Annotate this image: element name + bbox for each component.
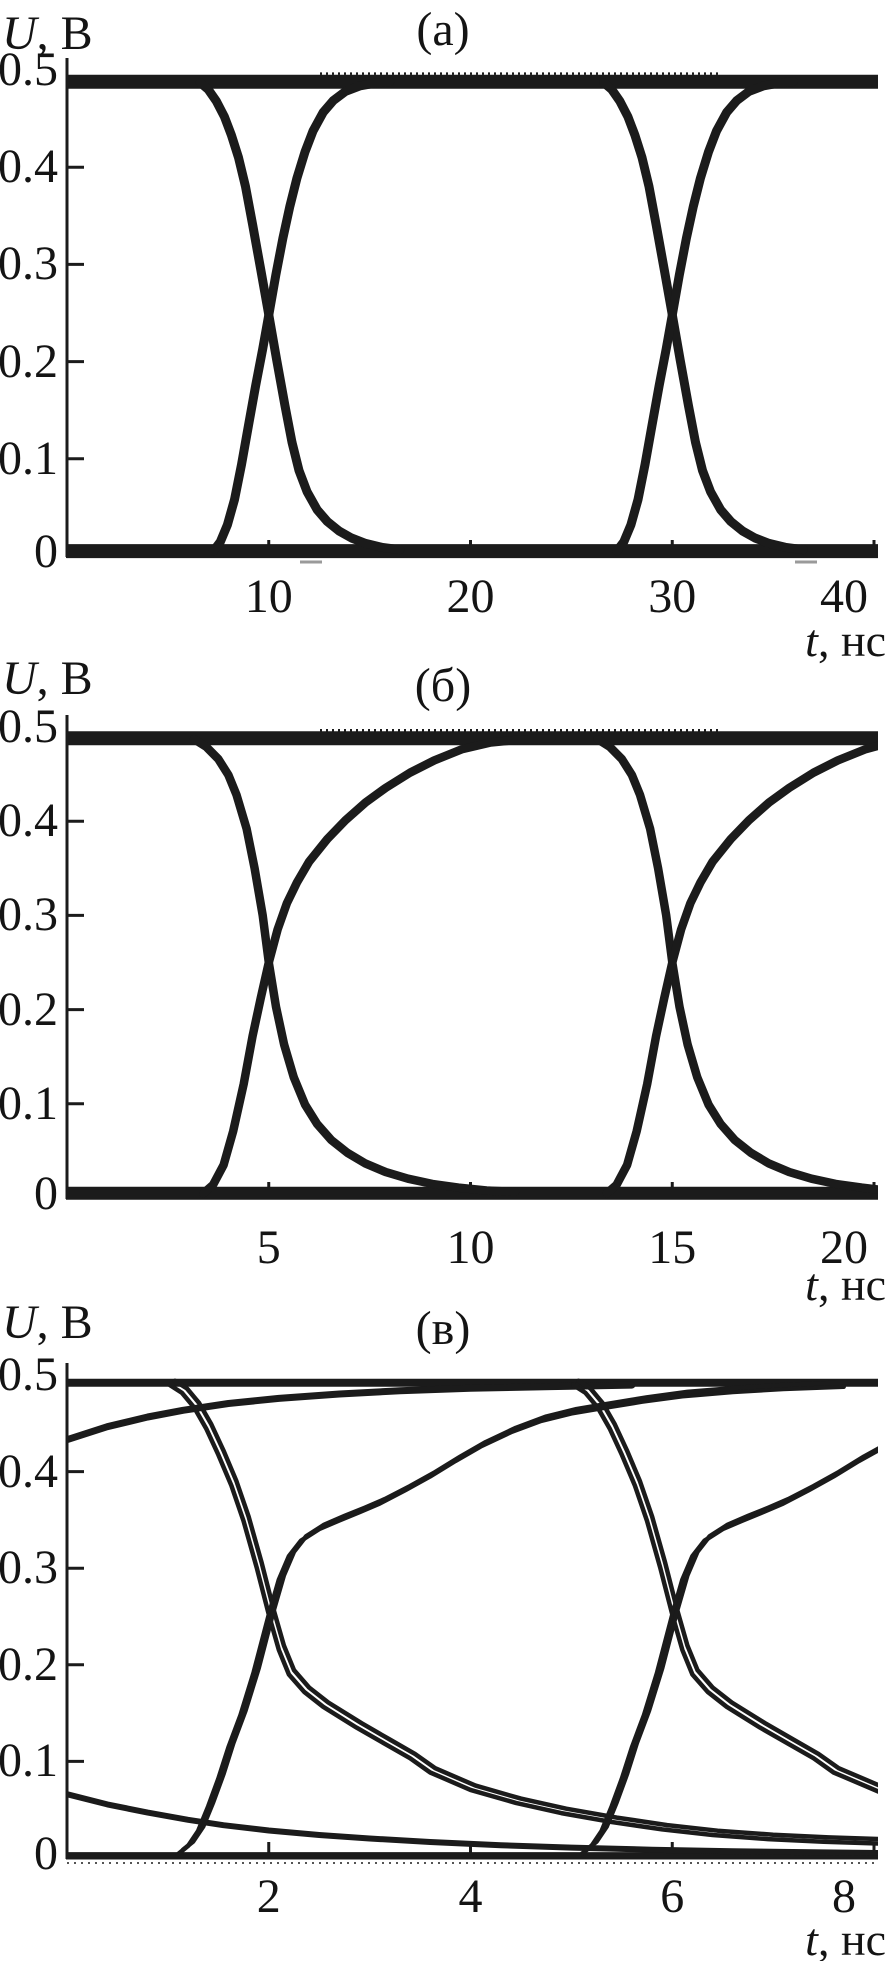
x-axis-variable: t	[805, 1914, 818, 1961]
x-tick-label: 6	[660, 1870, 685, 1923]
y-tick-label: 0.4	[0, 794, 58, 848]
panel-b-title: (б)	[414, 659, 472, 712]
y-axis-unit-label: U, В	[2, 653, 93, 705]
y-tick-label: 0.1	[0, 1076, 58, 1130]
x-tick-label: 15	[648, 1221, 697, 1274]
trace-slow-fall-left	[66, 1791, 878, 1856]
trace-rise-1	[208, 77, 395, 556]
x-tick-label: 10	[244, 570, 293, 623]
y-axis-units: , В	[36, 652, 93, 705]
x-tick-label: 5	[256, 1221, 281, 1274]
trace-fall-1	[189, 734, 520, 1197]
y-tick-label: 0.3	[0, 237, 58, 291]
x-axis-unit-label: t, нс	[686, 615, 886, 667]
panel-b-plot	[65, 715, 878, 1200]
y-tick-label: 0.2	[0, 982, 58, 1036]
traces	[66, 74, 878, 559]
trace-fall-1	[195, 78, 405, 555]
x-tick-label: 20	[446, 570, 495, 623]
y-tick-label: 0.5	[0, 700, 58, 753]
trace-fall-2	[576, 1378, 878, 1788]
y-tick-label: 0.2	[0, 1637, 58, 1691]
trace-fall-1	[172, 1378, 878, 1842]
trace-fall-1	[167, 1382, 878, 1846]
x-axis-unit-label: t, нс	[686, 1259, 886, 1311]
trace-rise-2	[584, 1446, 878, 1853]
x-tick-label: 8	[832, 1870, 856, 1923]
x-tick-label: 10	[446, 1221, 495, 1274]
panel-a-title: (а)	[416, 3, 470, 56]
y-tick-label: 0.2	[0, 334, 58, 388]
y-tick-label: 0	[34, 525, 58, 578]
x-tick-label: 40	[820, 570, 868, 623]
y-tick-label: 0.3	[0, 888, 58, 942]
trace-slow-rise-left	[66, 1381, 636, 1444]
y-tick-label: 0.5	[0, 43, 58, 96]
y-tick-label: 0.1	[0, 431, 58, 485]
y-axis-units: , В	[36, 1296, 93, 1349]
trace-rise-2	[579, 1447, 878, 1857]
x-tick-label: 20	[820, 1221, 868, 1274]
traces	[66, 731, 878, 1200]
y-axis-variable: U	[2, 1296, 37, 1349]
x-tick-label: 2	[256, 1870, 281, 1923]
trace-rise-1	[180, 1380, 852, 1853]
x-axis-units: , нс	[817, 615, 886, 666]
y-tick-label: 0	[34, 1827, 58, 1880]
x-axis-units: , нс	[817, 1914, 886, 1961]
trace-rise-1	[199, 734, 556, 1198]
y-tick-label: 0	[34, 1167, 58, 1220]
x-axis-variable: t	[805, 1259, 818, 1310]
y-axis-unit-label: U, В	[2, 8, 93, 60]
panel-v-title: (в)	[415, 1302, 471, 1355]
y-axis-variable: U	[2, 652, 37, 705]
x-tick-label: 4	[458, 1870, 483, 1923]
y-axis-units: , В	[36, 7, 93, 60]
y-axis-unit-label: U, В	[2, 1297, 93, 1349]
x-tick-label: 30	[648, 570, 697, 623]
y-tick-label: 0.1	[0, 1734, 58, 1788]
trace-rise-2	[612, 77, 798, 556]
y-tick-label: 0.4	[0, 140, 58, 194]
traces	[66, 1378, 878, 1858]
y-tick-label: 0.5	[0, 1348, 58, 1401]
trace-rise-2	[602, 741, 878, 1198]
panel-v-plot	[65, 1363, 878, 1864]
trace-fall-2	[599, 78, 808, 555]
y-tick-label: 0.3	[0, 1541, 58, 1595]
trace-fall-2	[571, 1382, 878, 1794]
trace-fall-2	[593, 734, 878, 1194]
y-tick-label: 0.4	[0, 1444, 58, 1498]
panel-a-plot	[65, 58, 878, 564]
y-axis-variable: U	[2, 7, 37, 60]
x-axis-units: , нс	[817, 1259, 886, 1310]
x-axis-variable: t	[805, 615, 818, 666]
x-axis-unit-label: t, нс	[686, 1914, 886, 1961]
